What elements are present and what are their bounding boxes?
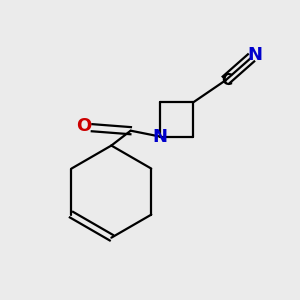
Text: C: C — [221, 73, 232, 88]
Text: O: O — [76, 117, 91, 135]
Text: N: N — [247, 46, 262, 64]
Text: N: N — [152, 128, 167, 146]
